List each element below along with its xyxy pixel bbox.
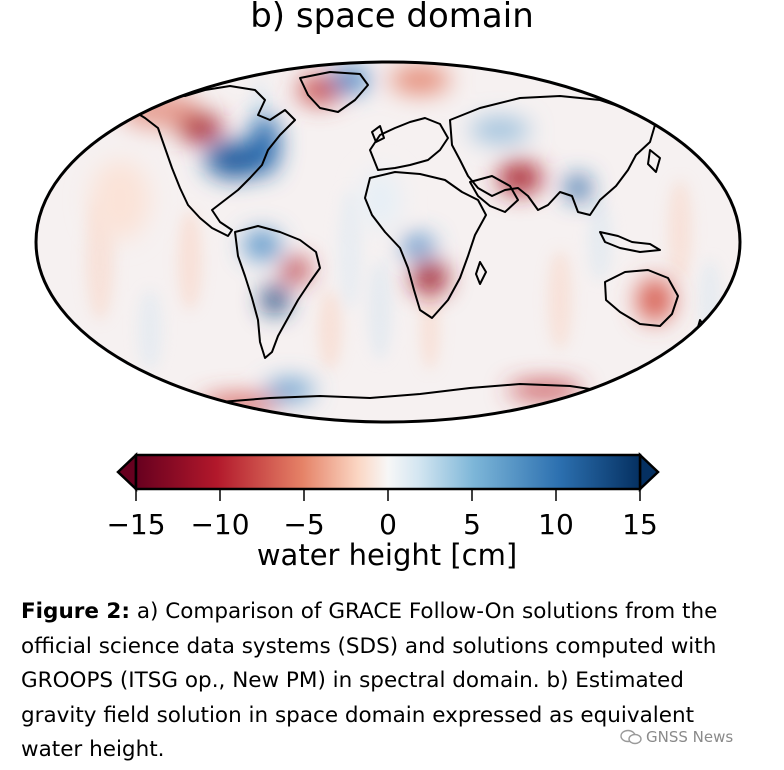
coast-indonesia <box>599 231 661 253</box>
colorbar-extend-left <box>116 452 138 492</box>
colorbar-gradient <box>134 453 642 491</box>
colorbar-tick-label: −10 <box>190 508 250 541</box>
coast-japan <box>647 149 661 173</box>
coast-north-america <box>129 85 296 237</box>
coast-australia <box>604 269 679 327</box>
wechat-icon <box>620 729 642 745</box>
anomaly-southern-africa <box>412 262 448 294</box>
watermark-text: GNSS News <box>646 728 734 746</box>
anomaly-canada <box>205 142 265 178</box>
watermark: GNSS News <box>620 728 733 746</box>
figure-caption: Figure 2: a) Comparison of GRACE Follow-… <box>21 595 761 768</box>
figure-title: b) space domain <box>250 0 534 36</box>
coast-south-america <box>234 225 321 359</box>
anomaly-amazon <box>244 231 280 259</box>
anomaly-blobs <box>90 66 673 412</box>
colorbar-tick-label: 0 <box>379 508 397 541</box>
colorbar-tick-label: 10 <box>538 508 574 541</box>
anomaly-india <box>566 176 590 200</box>
colorbar-label: water height [cm] <box>256 538 518 572</box>
anomaly-australia <box>637 278 673 322</box>
coast-europe <box>369 117 449 171</box>
coast-antarctica <box>169 383 641 411</box>
stripe-pattern <box>86 80 720 370</box>
coast-uk <box>371 125 385 143</box>
coast-madagascar <box>475 261 487 285</box>
colorbar-tick-label: −5 <box>283 508 325 541</box>
caption-text: a) Comparison of GRACE Follow-On solutio… <box>21 599 718 762</box>
map-border <box>34 60 742 424</box>
colorbar-tick-label: −15 <box>106 508 166 541</box>
colorbar-tick-label: 15 <box>622 508 658 541</box>
coast-africa <box>364 171 487 319</box>
caption-label: Figure 2: <box>21 599 130 624</box>
colorbar-extend-right <box>638 452 660 492</box>
colorbar-tick-marks <box>135 489 641 501</box>
world-map <box>34 60 742 424</box>
coast-arabia <box>469 175 519 213</box>
anomaly-paraguay <box>262 286 288 314</box>
coast-greenland <box>299 71 369 113</box>
anomaly-brazil <box>282 258 310 282</box>
colorbar <box>116 452 660 501</box>
anomaly-central-africa <box>402 236 434 256</box>
colorbar-tick-label: 5 <box>463 508 481 541</box>
